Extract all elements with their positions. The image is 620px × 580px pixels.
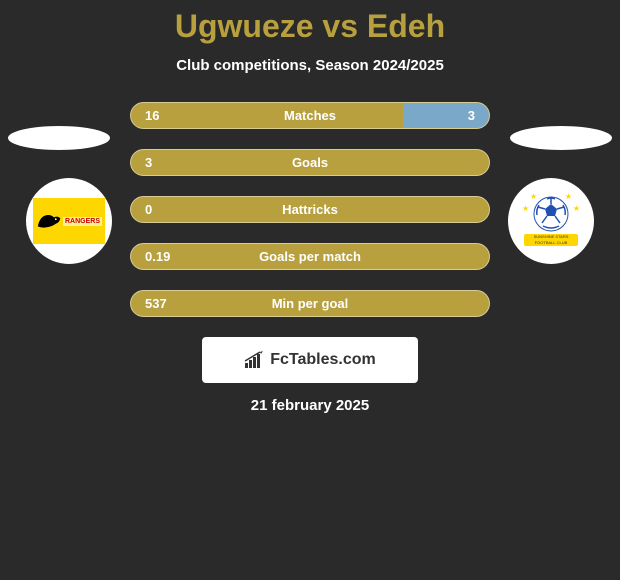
goals-label: Goals [292, 155, 328, 170]
date-text: 21 february 2025 [0, 397, 620, 414]
comparison-card: Ugwueze vs Edeh Club competitions, Seaso… [0, 0, 620, 414]
hattricks-label: Hattricks [282, 202, 338, 217]
mpg-label: Min per goal [272, 296, 349, 311]
soccer-ball-icon [533, 196, 569, 232]
gpm-label: Goals per match [259, 249, 361, 264]
gpm-left-value: 0.19 [145, 249, 170, 264]
subtitle: Club competitions, Season 2024/2025 [0, 57, 620, 74]
matches-fill-left [131, 103, 403, 128]
team-badge-right: ★ ★ ★ ★ SUNSHINE STARS FOOTBALL CLUB [508, 178, 594, 264]
star-icon: ★ [573, 204, 580, 213]
rangers-text: RANGERS [63, 217, 102, 226]
stat-row-gpm: 0.19 Goals per match [130, 243, 490, 270]
matches-right-value: 3 [468, 108, 475, 123]
matches-label: Matches [284, 108, 336, 123]
bar-chart-icon [244, 351, 264, 369]
stat-row-mpg: 537 Min per goal [130, 290, 490, 317]
stat-row-hattricks: 0 Hattricks [130, 196, 490, 223]
player-right-placeholder [510, 126, 612, 150]
matches-fill-right [403, 103, 489, 128]
sunshine-ribbon: SUNSHINE STARS FOOTBALL CLUB [524, 234, 578, 246]
goals-left-value: 3 [145, 155, 152, 170]
branding-box[interactable]: FcTables.com [202, 337, 418, 383]
stat-row-goals: 3 Goals [130, 149, 490, 176]
page-title: Ugwueze vs Edeh [0, 8, 620, 45]
rangers-badge: RANGERS [33, 198, 105, 244]
panther-icon [36, 209, 63, 233]
branding-label: FcTables.com [270, 351, 376, 369]
sunshine-badge: ★ ★ ★ ★ SUNSHINE STARS FOOTBALL CLUB [520, 190, 582, 252]
player-left-placeholder [8, 126, 110, 150]
hattricks-left-value: 0 [145, 202, 152, 217]
stat-row-matches: 16 Matches 3 [130, 102, 490, 129]
team-badge-left: RANGERS [26, 178, 112, 264]
star-icon: ★ [522, 204, 529, 213]
mpg-left-value: 537 [145, 296, 167, 311]
matches-left-value: 16 [145, 108, 159, 123]
